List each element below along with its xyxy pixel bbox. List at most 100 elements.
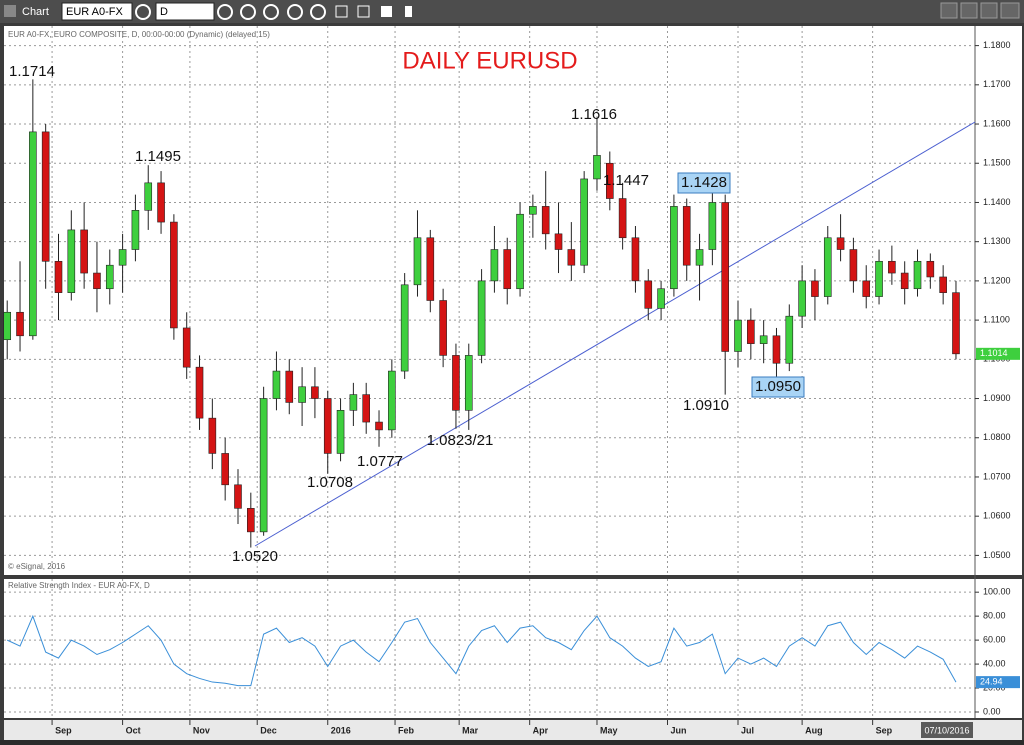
- annotation: 1.0708: [307, 474, 353, 491]
- draw-tool[interactable]: [240, 4, 256, 20]
- candle-body: [593, 155, 601, 180]
- rsi-panel: [4, 579, 1022, 718]
- x-tick-label: Aug: [805, 725, 823, 735]
- candle-body: [631, 237, 640, 282]
- marks: [3, 79, 960, 687]
- cursor-date-box: [921, 722, 973, 738]
- candle-body: [952, 292, 960, 355]
- camera-tool[interactable]: [357, 5, 370, 18]
- chart-header: EUR A0-FX, EURO COMPOSITE, D, 00:00-00:0…: [8, 30, 270, 39]
- link-tool[interactable]: [263, 4, 279, 20]
- minimize-button[interactable]: [960, 2, 978, 19]
- candle-body: [606, 162, 614, 199]
- candle-body: [644, 280, 653, 309]
- candle-body: [16, 311, 24, 337]
- candle-body: [888, 260, 896, 274]
- candle-body: [490, 249, 499, 282]
- candle-body: [29, 131, 37, 337]
- y-tick-label: 1.1800: [983, 40, 1011, 50]
- chart-footer: © eSignal, 2016: [8, 562, 66, 571]
- candle-body: [580, 178, 588, 266]
- candle-body: [708, 202, 717, 250]
- candle-body: [362, 394, 370, 423]
- candle-body: [823, 237, 832, 297]
- annotation: 1.1447: [603, 172, 649, 189]
- annotation: 1.0950: [755, 378, 801, 395]
- add-button[interactable]: [310, 4, 326, 20]
- annotation: 1.1616: [571, 106, 617, 123]
- candle-body: [682, 206, 691, 266]
- candle-body: [541, 206, 550, 235]
- app-icon: [4, 5, 16, 17]
- play-button[interactable]: [287, 4, 303, 20]
- annotation: 1.1428: [681, 174, 727, 191]
- annotation: 1.0777: [357, 453, 403, 470]
- grid: [4, 26, 975, 718]
- candle-body: [464, 355, 473, 411]
- help-button[interactable]: [940, 2, 958, 19]
- candle-body: [323, 398, 332, 454]
- y-tick-label: 1.1700: [983, 79, 1011, 89]
- candle-body: [375, 421, 383, 431]
- candle-body: [516, 213, 524, 290]
- candle-body: [939, 276, 947, 293]
- x-tick-label: Feb: [398, 725, 415, 735]
- annotation: 1.0910: [683, 397, 729, 414]
- candle-body: [721, 202, 729, 352]
- candle-body: [452, 355, 460, 411]
- candle-body: [157, 182, 165, 223]
- rsi-tick-label: 80.00: [983, 611, 1006, 621]
- twitter-button[interactable]: [381, 6, 392, 17]
- y-tick-label: 1.0600: [983, 511, 1011, 521]
- maximize-button[interactable]: [980, 2, 998, 19]
- refresh-button[interactable]: [135, 4, 151, 20]
- last-price: 1.1014: [980, 348, 1008, 358]
- candle-body: [285, 370, 294, 403]
- interval-refresh[interactable]: [217, 4, 233, 20]
- toolbar-title: Chart: [22, 6, 49, 18]
- interval-text: D: [160, 6, 168, 18]
- candle-body: [836, 237, 845, 250]
- candle-body: [234, 484, 242, 509]
- candle-body: [41, 131, 50, 262]
- close-button[interactable]: [1000, 2, 1020, 19]
- candle-body: [182, 327, 191, 368]
- candle-body: [862, 280, 871, 297]
- x-tick-label: Mar: [462, 725, 479, 735]
- x-tick-label: 2016: [331, 725, 351, 735]
- candle-body: [247, 508, 255, 533]
- candle-body: [695, 249, 704, 266]
- candle-body: [900, 272, 909, 290]
- candle-body: [400, 284, 409, 372]
- y-tick-label: 1.1600: [983, 118, 1011, 128]
- symbol-input[interactable]: [61, 2, 133, 21]
- trend-line: [254, 121, 976, 547]
- candle-body: [529, 206, 537, 215]
- y-tick-label: 1.1100: [983, 314, 1010, 324]
- y-tick-label: 1.1200: [983, 275, 1011, 285]
- x-tick-label: Sep: [55, 725, 72, 735]
- candle-body: [759, 335, 768, 344]
- x-tick-label: Jun: [670, 725, 686, 735]
- rsi-tick-label: 100.00: [983, 587, 1011, 597]
- facebook-button[interactable]: [405, 6, 412, 17]
- candle-body: [349, 394, 358, 411]
- candle-body: [195, 366, 204, 419]
- interval-input[interactable]: [155, 2, 215, 21]
- candle-body: [785, 315, 794, 364]
- erase-tool[interactable]: [335, 5, 348, 18]
- annotation: 1.0823/21: [427, 432, 494, 449]
- candle-body: [298, 386, 306, 403]
- price-panel: [4, 26, 1022, 575]
- candle-body: [926, 260, 935, 278]
- candle-body: [80, 229, 88, 274]
- candle-body: [554, 233, 563, 250]
- candle-body: [208, 417, 217, 454]
- chart-title: DAILY EURUSD: [402, 47, 577, 74]
- candle-body: [131, 210, 140, 250]
- candle-body: [477, 280, 486, 356]
- y-tick-label: 1.0700: [983, 471, 1011, 481]
- x-tick-label: Apr: [533, 725, 549, 735]
- candle-body: [772, 335, 781, 364]
